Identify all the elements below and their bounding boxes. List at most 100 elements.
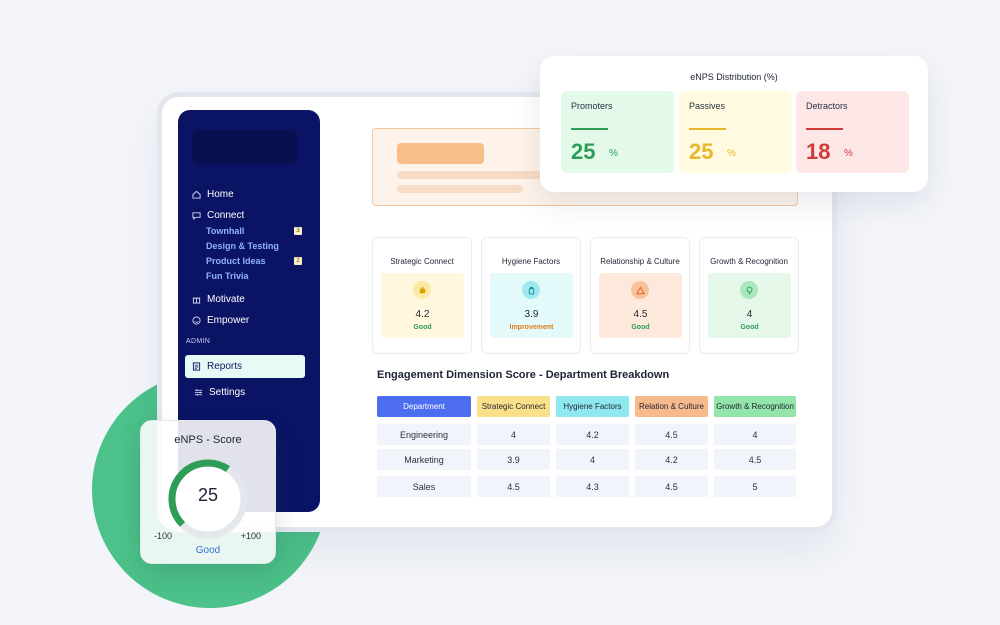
sidebar-item-empower[interactable]: Empower (192, 315, 249, 326)
banner-line-placeholder (397, 185, 523, 193)
bulb-icon (740, 281, 758, 299)
table-header-cell[interactable]: Strategic Connect (477, 396, 550, 417)
card-status: Good (413, 324, 432, 331)
count-badge: 3 (294, 227, 302, 235)
table-cell: 5 (714, 476, 796, 497)
sidebar-item-motivate[interactable]: Motivate (192, 294, 245, 305)
table-cell: 4 (556, 449, 629, 470)
table-cell: 4.5 (714, 449, 796, 470)
distribution-value: 25 (571, 139, 596, 164)
table-header-cell[interactable]: Hygiene Factors (556, 396, 629, 417)
card-body: 4.2 Good (381, 273, 464, 338)
gift-icon (192, 295, 201, 304)
table-cell: 4.5 (477, 476, 550, 497)
gauge-center (178, 469, 238, 529)
distribution-accent-bar (571, 128, 608, 130)
card-status: Improvement (509, 324, 554, 331)
table-header-cell[interactable]: Relation & Culture (635, 396, 708, 417)
sidebar-subitem-design-testing[interactable]: Design & Testing (206, 241, 302, 251)
sidebar-section-label: ADMIN (186, 338, 211, 345)
card-value: 4.2 (415, 309, 430, 320)
sidebar-item-label: Home (207, 189, 234, 200)
card-value: 4 (746, 309, 753, 320)
dimension-card[interactable]: Relationship & Culture 4.5 Good (590, 237, 690, 354)
table-cell: 4 (714, 424, 796, 445)
distribution-accent-bar (806, 128, 843, 130)
card-body: 4.5 Good (599, 273, 682, 338)
sidebar-item-label: Reports (207, 361, 243, 372)
reports-icon (192, 362, 201, 371)
table-cell: 3.9 (477, 449, 550, 470)
table-row-label: Sales (377, 476, 471, 497)
sliders-icon (194, 388, 203, 397)
distribution-accent-bar (689, 128, 726, 130)
bottle-icon (522, 281, 540, 299)
sidebar-item-settings[interactable]: Settings (194, 387, 245, 398)
subitem-label: Fun Trivia (206, 271, 249, 281)
card-status: Good (631, 324, 650, 331)
table-header-cell[interactable]: Growth & Recognition (714, 396, 796, 417)
distribution-box-promoters: Promoters 25% (561, 91, 674, 173)
table-cell: 4.5 (635, 476, 708, 497)
card-body: 3.9 Improvement (490, 273, 573, 338)
sidebar-item-label: Motivate (207, 294, 245, 305)
table-header-cell[interactable]: Department (377, 396, 471, 417)
enps-distribution-card: eNPS Distribution (%) Promoters 25% Passiv… (540, 56, 928, 192)
breakdown-title: Engagement Dimension Score - Department … (377, 369, 670, 381)
sidebar-subitem-product-ideas[interactable]: Product Ideas 2 (206, 256, 302, 266)
sidebar-subitem-townhall[interactable]: Townhall 3 (206, 226, 302, 236)
score-min-label: -100 (154, 531, 173, 541)
triangle-icon (631, 281, 649, 299)
gauge-arc (168, 459, 230, 527)
count-badge: 2 (294, 257, 302, 265)
distribution-unit: % (844, 148, 853, 159)
dimension-card[interactable]: Growth & Recognition 4 Good (699, 237, 799, 354)
puzzle-icon (413, 281, 431, 299)
subitem-label: Design & Testing (206, 241, 279, 251)
sidebar-item-label: Empower (207, 315, 250, 326)
table-cell: 4.2 (556, 424, 629, 445)
table-cell: 4.2 (635, 449, 708, 470)
score-gauge (168, 459, 248, 539)
enps-score-card: eNPS - Score 25 -100 +100 Good (140, 420, 276, 564)
distribution-box-detractors: Detractors 18% (796, 91, 909, 173)
distribution-value: 25 (689, 139, 714, 164)
table-cell: 4 (477, 424, 550, 445)
distribution-box-passives: Passives 25% (679, 91, 792, 173)
table-cell: 4.3 (556, 476, 629, 497)
card-title: Strategic Connect (390, 257, 454, 266)
card-title: Hygiene Factors (501, 257, 561, 266)
chat-icon (192, 211, 201, 220)
subitem-label: Product Ideas (206, 256, 266, 266)
distribution-unit: % (727, 148, 736, 159)
distribution-label: Passives (689, 101, 726, 111)
table-row-label: Marketing (377, 449, 471, 470)
banner-line-placeholder (397, 171, 607, 179)
sidebar-item-home[interactable]: Home (192, 189, 234, 200)
banner-pill-placeholder (397, 143, 484, 164)
card-title: Relationship & Culture (600, 257, 680, 266)
sidebar-item-label: Connect (207, 210, 245, 221)
table-cell: 4.5 (635, 424, 708, 445)
dimension-card[interactable]: Strategic Connect 4.2 Good (372, 237, 472, 354)
enps-score-status: Good (195, 545, 221, 556)
distribution-label: Promoters (571, 101, 613, 111)
distribution-value: 18 (806, 139, 831, 164)
card-value: 3.9 (524, 309, 539, 320)
subitem-label: Townhall (206, 226, 245, 236)
card-status: Good (740, 324, 759, 331)
card-body: 4 Good (708, 273, 791, 338)
home-icon (192, 190, 201, 199)
table-row-label: Engineering (377, 424, 471, 445)
dimension-card[interactable]: Hygiene Factors 3.9 Improvement (481, 237, 581, 354)
enps-distribution-title: eNPS Distribution (%) (690, 72, 778, 82)
enps-score-value: 25 (197, 485, 219, 505)
sidebar-item-connect[interactable]: Connect (192, 210, 244, 221)
sidebar-item-label: Settings (209, 387, 246, 398)
distribution-unit: % (609, 148, 618, 159)
distribution-label: Detractors (806, 101, 848, 111)
logo-placeholder (192, 130, 297, 164)
sidebar-item-reports[interactable]: Reports (185, 355, 305, 378)
sidebar-subitem-fun-trivia[interactable]: Fun Trivia (206, 271, 302, 281)
score-max-label: +100 (240, 531, 261, 541)
